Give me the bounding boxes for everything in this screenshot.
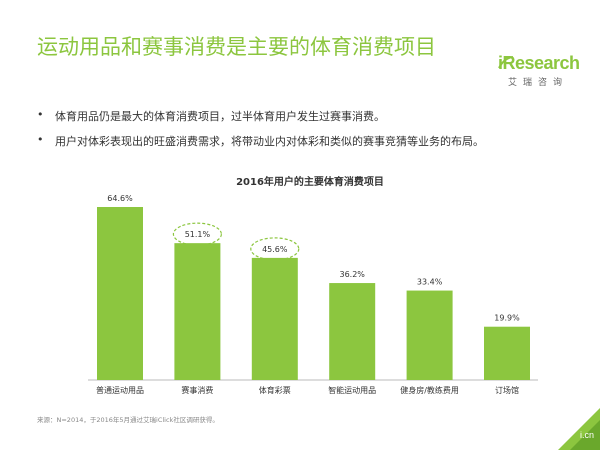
bar	[406, 290, 453, 380]
bullet-item: • 用户对体彩表现出的旺盛消费需求，将带动业内对体彩和类似的赛事竞猜等业务的布局。	[37, 133, 484, 148]
bullet-text: 用户对体彩表现出的旺盛消费需求，将带动业内对体彩和类似的赛事竞猜等业务的布局。	[55, 135, 484, 148]
logo-text: iResearch	[498, 53, 580, 73]
bullet-list: • 体育用品仍是最大的体育消费项目，过半体育用户发生过赛事消费。 • 用户对体彩表现…	[37, 108, 484, 158]
category-label: 订场馆	[495, 385, 519, 395]
bar	[174, 243, 221, 380]
bar-chart: 2016年用户的主要体育消费项目 64.6% 普通运动用品 51.1% 赛事消费 45.…	[88, 175, 538, 395]
category-label: 普通运动用品	[96, 385, 144, 395]
chart-title: 2016年用户的主要体育消费项目	[236, 175, 384, 188]
data-label: 33.4%	[417, 278, 443, 287]
data-label: 64.6%	[107, 194, 133, 203]
page-title: 运动用品和赛事消费是主要的体育消费项目	[37, 35, 436, 59]
category-label: 智能运动用品	[328, 385, 376, 395]
category-label: 体育彩票	[259, 385, 291, 395]
bullet-item: • 体育用品仍是最大的体育消费项目，过半体育用户发生过赛事消费。	[37, 108, 385, 123]
iresearch-logo: iResearch 艾瑞咨询	[498, 32, 580, 88]
highlight-circle	[250, 237, 300, 261]
highlight-circle	[172, 222, 222, 246]
data-label: 51.1%	[185, 230, 211, 239]
logo-subtext: 艾瑞咨询	[508, 78, 569, 88]
data-label: 36.2%	[339, 270, 365, 279]
category-label: 赛事消费	[181, 385, 213, 395]
bullet-text: 体育用品仍是最大的体育消费项目，过半体育用户发生过赛事消费。	[55, 110, 385, 123]
bar	[484, 326, 530, 380]
corner-text: i.cn	[579, 430, 594, 440]
bar	[329, 283, 376, 380]
category-label: 健身房/教练费用	[400, 385, 459, 395]
bar	[251, 257, 298, 380]
data-label: 45.6%	[262, 245, 288, 254]
data-label: 19.9%	[494, 314, 520, 323]
bar	[97, 207, 143, 380]
corner-decoration	[558, 408, 600, 450]
source-note: 来源：N=2014，于2016年5月通过艾瑞iClick社区调研获得。	[37, 416, 219, 424]
